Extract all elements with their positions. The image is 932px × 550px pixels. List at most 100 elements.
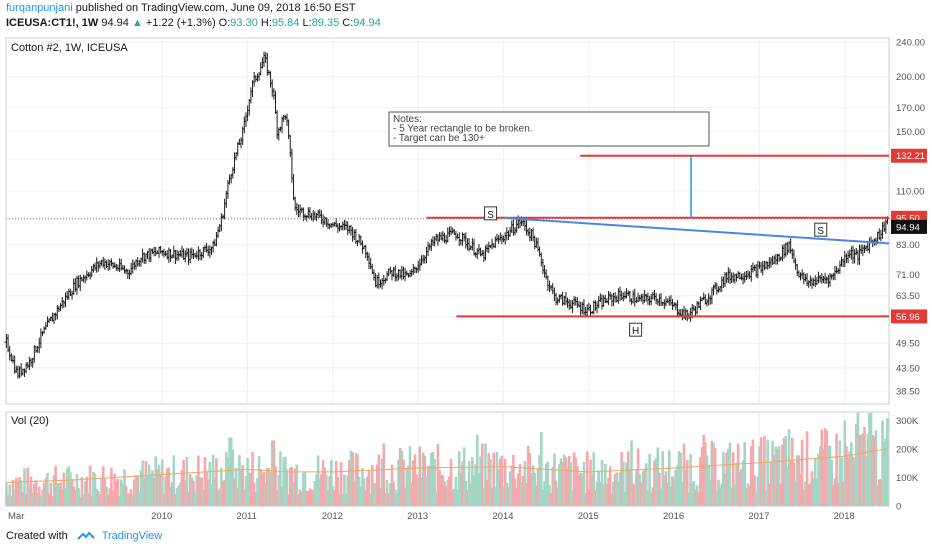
volume-bar [492, 452, 496, 506]
volume-bar [398, 447, 402, 506]
volume-bar [14, 477, 18, 506]
volume-bar [439, 474, 443, 506]
volume-bar [77, 488, 80, 506]
volume-bar [682, 443, 686, 506]
trendline[interactable] [503, 216, 890, 245]
volume-bar [197, 455, 200, 506]
volume-bar [708, 479, 712, 506]
volume-bar [331, 485, 335, 506]
volume-bar [118, 496, 121, 506]
volume-bar [786, 467, 789, 506]
volume-bar [479, 456, 482, 506]
volume-bar [794, 480, 797, 506]
price-chart[interactable]: S S H Notes:- 5 Year rectangle to be broken… [0, 34, 932, 524]
volume-bar [725, 452, 728, 506]
volume-bar [329, 460, 333, 506]
volume-bar [740, 469, 743, 506]
volume-bar [795, 455, 799, 506]
volume-bar [152, 478, 156, 506]
volume-bar [779, 483, 783, 506]
notes-line: Notes: [393, 114, 422, 125]
volume-bar [46, 472, 49, 506]
volume-bar [415, 474, 418, 506]
volume-bar [256, 477, 259, 506]
pattern-label-h[interactable]: H [629, 322, 643, 337]
notes-box[interactable]: Notes:- 5 Year rectangle to be broken.- … [388, 111, 710, 147]
volume-bar [584, 493, 587, 506]
volume-bar [167, 467, 171, 506]
volume-bar [115, 481, 118, 506]
volume-bar [297, 494, 300, 506]
volume-bar [784, 436, 788, 506]
volume-bar [90, 496, 94, 506]
volume-bar [156, 469, 159, 506]
volume-bar [310, 489, 313, 506]
volume-bar [613, 474, 617, 506]
price-tick-label: 49.50 [896, 339, 920, 350]
volume-bar [868, 412, 871, 506]
volume-bar [663, 475, 666, 506]
author-link[interactable]: furqanpunjani [6, 2, 73, 14]
volume-bar [26, 467, 30, 506]
volume-bar [449, 458, 453, 506]
volume-bar [497, 469, 500, 506]
volume-bar [503, 459, 507, 506]
volume-bar [521, 475, 525, 506]
volume-bar [215, 458, 218, 506]
price-axis[interactable]: 240.00200.00170.00150.00130.00110.0083.0… [891, 37, 927, 513]
volume-bar [753, 475, 756, 506]
volume-bar [841, 481, 845, 506]
notes-box-border [388, 111, 710, 147]
volume-bar [804, 481, 807, 506]
volume-bar [241, 465, 244, 506]
pattern-label-s[interactable]: S [484, 206, 498, 221]
volume-bar [192, 480, 195, 506]
volume-bar [820, 429, 824, 506]
volume-bar [64, 488, 67, 506]
volume-bar [275, 490, 279, 506]
volume-bar [498, 458, 502, 506]
volume-bar [590, 473, 594, 506]
volume-bar [170, 482, 174, 506]
volume-bar [307, 491, 310, 506]
created-with-label: Created with [6, 530, 68, 542]
price-tick-label: 110.00 [896, 186, 924, 197]
volume-bar [160, 459, 164, 506]
volume-bar [776, 448, 779, 506]
volume-bar [685, 459, 689, 506]
volume-bar [674, 469, 678, 506]
volume-bar [316, 455, 320, 506]
volume-bar [169, 487, 172, 506]
volume-bar [185, 456, 189, 506]
volume-bar [766, 439, 769, 506]
pattern-label-text: S [817, 226, 824, 237]
volume-bar [633, 484, 637, 506]
pattern-label-s[interactable]: S [814, 222, 828, 237]
volume-bar [226, 457, 230, 506]
volume-bar [817, 453, 820, 506]
time-tick-label: Mar [8, 511, 24, 522]
volume-bar [433, 459, 436, 506]
volume-bar [651, 487, 655, 506]
open-value: 93.30 [230, 17, 258, 29]
volume-bar [405, 469, 409, 506]
volume-bar [187, 491, 190, 506]
volume-bar [536, 469, 540, 506]
volume-bar [772, 455, 776, 506]
volume-bar [843, 420, 847, 506]
volume-bar [420, 477, 423, 506]
publish-info: published on TradingView.com, June 09, 2… [75, 2, 356, 14]
volume-bar [8, 484, 12, 506]
chart-drawings: S S H Notes:- 5 Year rectangle to be broken… [6, 111, 890, 337]
volume-bar [55, 483, 59, 506]
volume-bar [318, 479, 322, 506]
volume-bar [569, 462, 573, 506]
tradingview-brand[interactable]: TradingView [101, 530, 163, 542]
volume-bar [357, 476, 361, 506]
volume-bar [884, 438, 888, 506]
volume-bar [16, 482, 20, 506]
volume-bar [661, 451, 664, 506]
volume-bar [164, 476, 167, 506]
close-label: C: [342, 17, 354, 29]
time-axis[interactable]: Mar 2010 2011 2012 2013 2014 2015 2016 2017 2018 [8, 511, 855, 522]
